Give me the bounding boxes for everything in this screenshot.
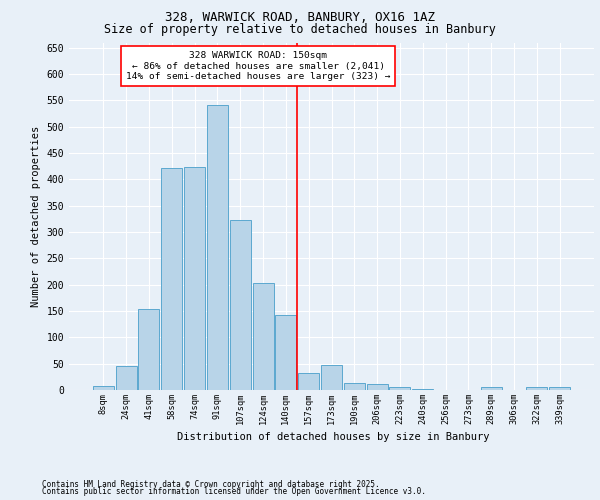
Bar [161,168,182,390]
Bar [321,364,342,390]
Text: Contains public sector information licensed under the Open Government Licence v3: Contains public sector information licen… [42,487,426,496]
Bar [298,372,319,390]
Bar [275,315,296,390]
Bar [230,220,251,390]
Bar [93,386,114,390]
Text: 328 WARWICK ROAD: 150sqm
← 86% of detached houses are smaller (2,041)
14% of sem: 328 WARWICK ROAD: 150sqm ← 86% of detach… [126,51,390,81]
Bar [207,104,228,390]
Bar [549,387,570,390]
Bar [389,388,410,390]
Bar [139,309,160,390]
Text: Size of property relative to detached houses in Banbury: Size of property relative to detached ho… [104,22,496,36]
Bar [116,366,137,390]
Y-axis label: Number of detached properties: Number of detached properties [31,126,41,307]
Bar [367,384,388,390]
Bar [344,382,365,390]
Bar [184,168,205,390]
Text: Distribution of detached houses by size in Banbury: Distribution of detached houses by size … [177,432,489,442]
Text: Contains HM Land Registry data © Crown copyright and database right 2025.: Contains HM Land Registry data © Crown c… [42,480,380,489]
Text: 328, WARWICK ROAD, BANBURY, OX16 1AZ: 328, WARWICK ROAD, BANBURY, OX16 1AZ [165,11,435,24]
Bar [526,387,547,390]
Bar [481,387,502,390]
Bar [253,282,274,390]
